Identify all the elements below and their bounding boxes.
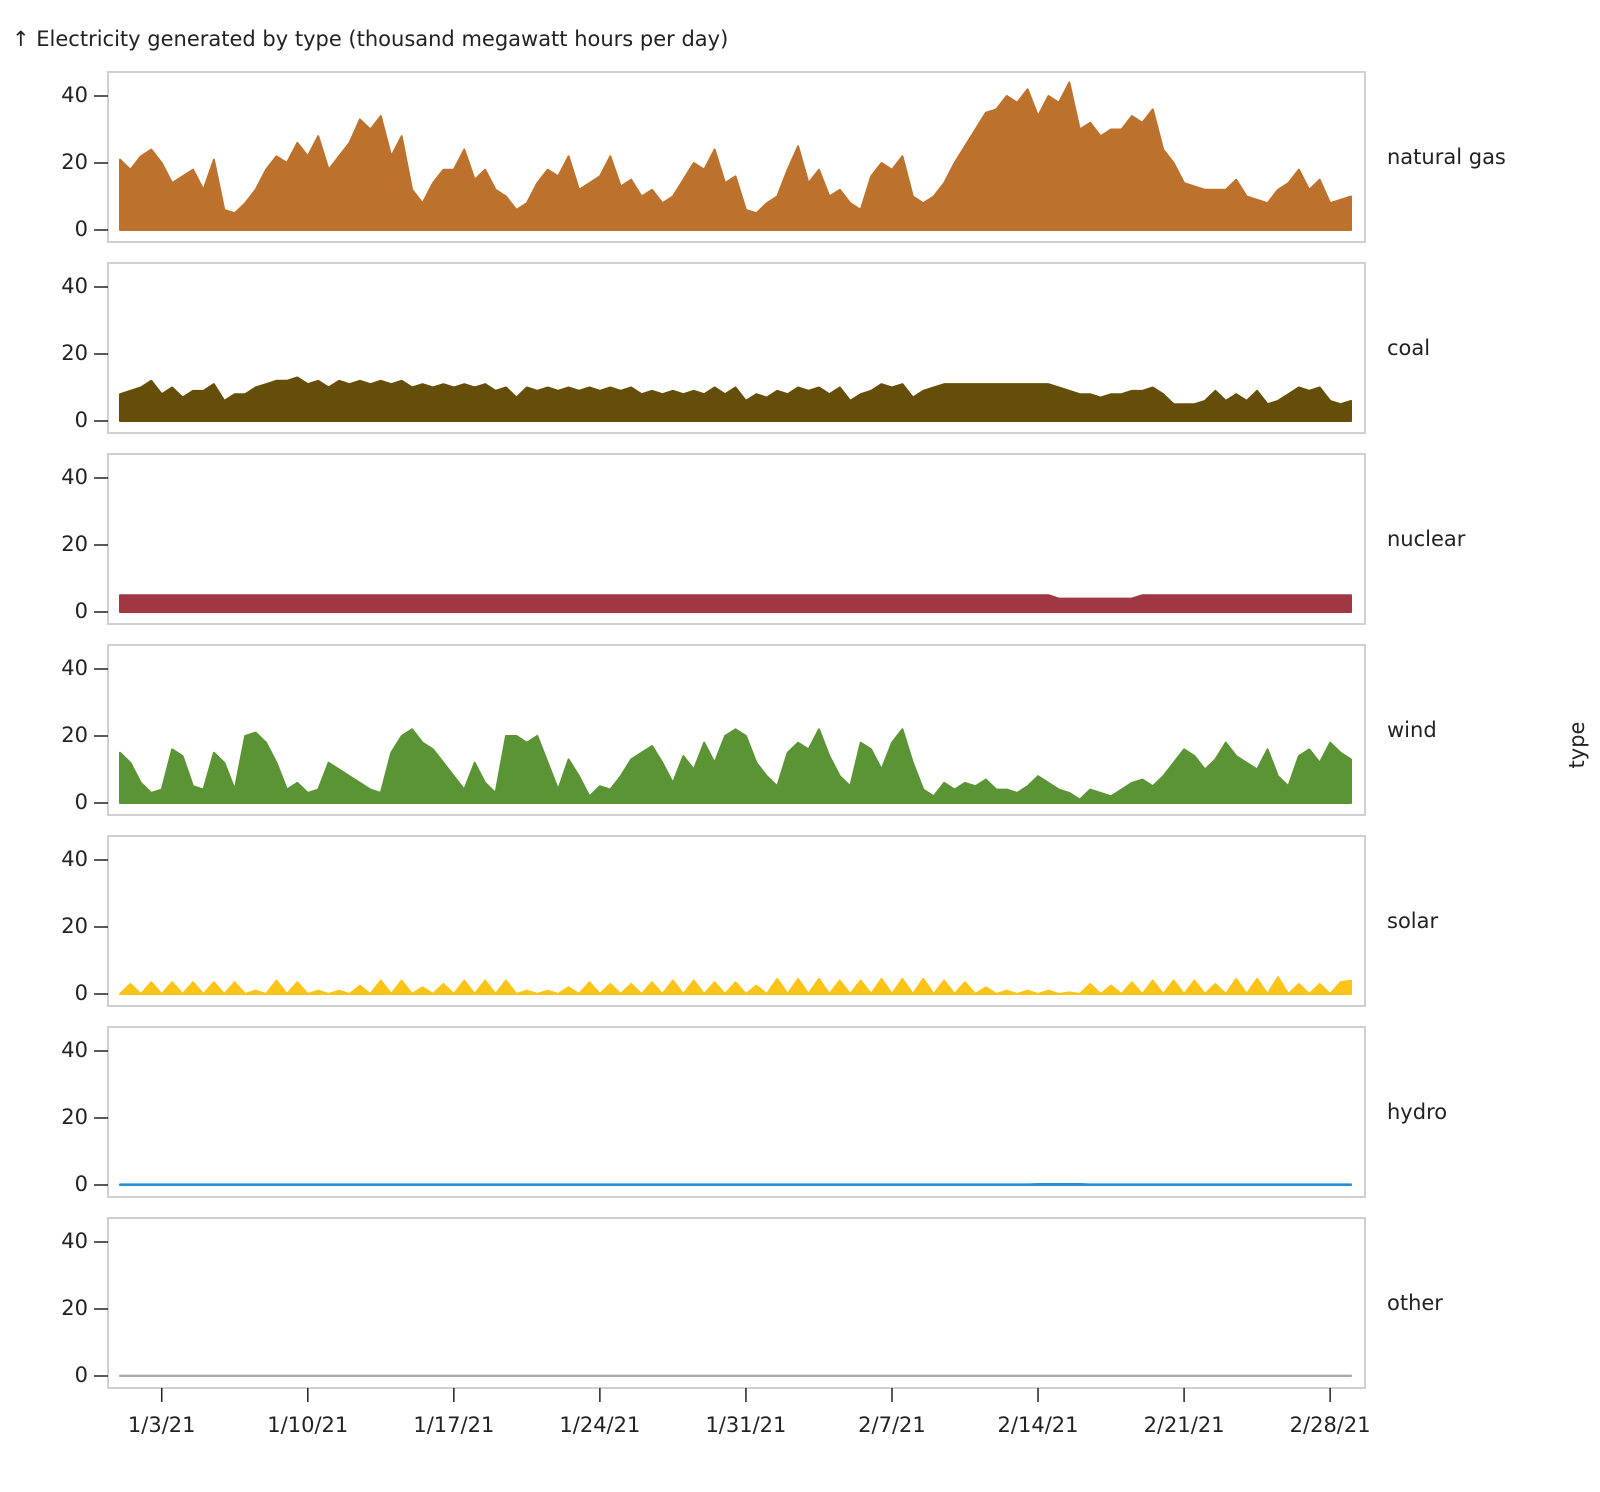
y-tick-label: 20 (61, 723, 88, 747)
y-tick-label: 0 (75, 1363, 88, 1387)
x-tick-label: 1/17/21 (413, 1413, 494, 1437)
y-tick-label: 0 (75, 408, 88, 432)
x-tick-label: 1/3/21 (128, 1413, 196, 1437)
y-tick-label: 0 (75, 217, 88, 241)
y-tick-label: 20 (61, 914, 88, 938)
facet-frame (107, 71, 1366, 243)
y-tick-label: 40 (61, 274, 88, 298)
y-tick-label: 0 (75, 790, 88, 814)
area (119, 594, 1352, 613)
x-tick-label: 1/31/21 (705, 1413, 786, 1437)
y-tick-label: 0 (75, 599, 88, 623)
area (119, 1182, 1352, 1186)
y-tick-label: 40 (61, 656, 88, 680)
facet-axis-label: type (1565, 722, 1589, 769)
x-tick-label: 2/7/21 (858, 1413, 926, 1437)
y-tick-label: 40 (61, 847, 88, 871)
facet-frame (107, 835, 1366, 1007)
x-tick-label: 2/21/21 (1144, 1413, 1225, 1437)
facet-label: nuclear (1387, 527, 1466, 551)
y-tick-label: 40 (61, 465, 88, 489)
facet-frame (107, 262, 1366, 434)
y-tick-label: 20 (61, 532, 88, 556)
facet-frame (107, 1217, 1366, 1389)
facet-label: wind (1387, 718, 1437, 742)
y-tick-label: 20 (61, 150, 88, 174)
y-tick-label: 40 (61, 83, 88, 107)
y-tick-label: 40 (61, 1038, 88, 1062)
area (119, 976, 1352, 995)
facet-frame (107, 1026, 1366, 1198)
facet-frame (107, 644, 1366, 816)
y-tick-label: 40 (61, 1229, 88, 1253)
facet-label: hydro (1387, 1100, 1447, 1124)
area (119, 728, 1352, 804)
facet-frame (107, 453, 1366, 625)
y-tick-label: 20 (61, 1296, 88, 1320)
chart-title: ↑ Electricity generated by type (thousan… (12, 27, 728, 51)
facet-label: other (1387, 1291, 1443, 1315)
x-tick-label: 2/28/21 (1290, 1413, 1371, 1437)
facet-label: coal (1387, 336, 1430, 360)
facet-label: solar (1387, 909, 1438, 933)
y-tick-label: 0 (75, 981, 88, 1005)
x-tick-label: 1/24/21 (559, 1413, 640, 1437)
area (119, 81, 1352, 231)
facet-label: natural gas (1387, 145, 1506, 169)
y-tick-label: 20 (61, 341, 88, 365)
y-tick-label: 0 (75, 1172, 88, 1196)
x-tick-label: 1/10/21 (267, 1413, 348, 1437)
y-tick-label: 20 (61, 1105, 88, 1129)
x-tick-label: 2/14/21 (998, 1413, 1079, 1437)
area (119, 376, 1352, 422)
